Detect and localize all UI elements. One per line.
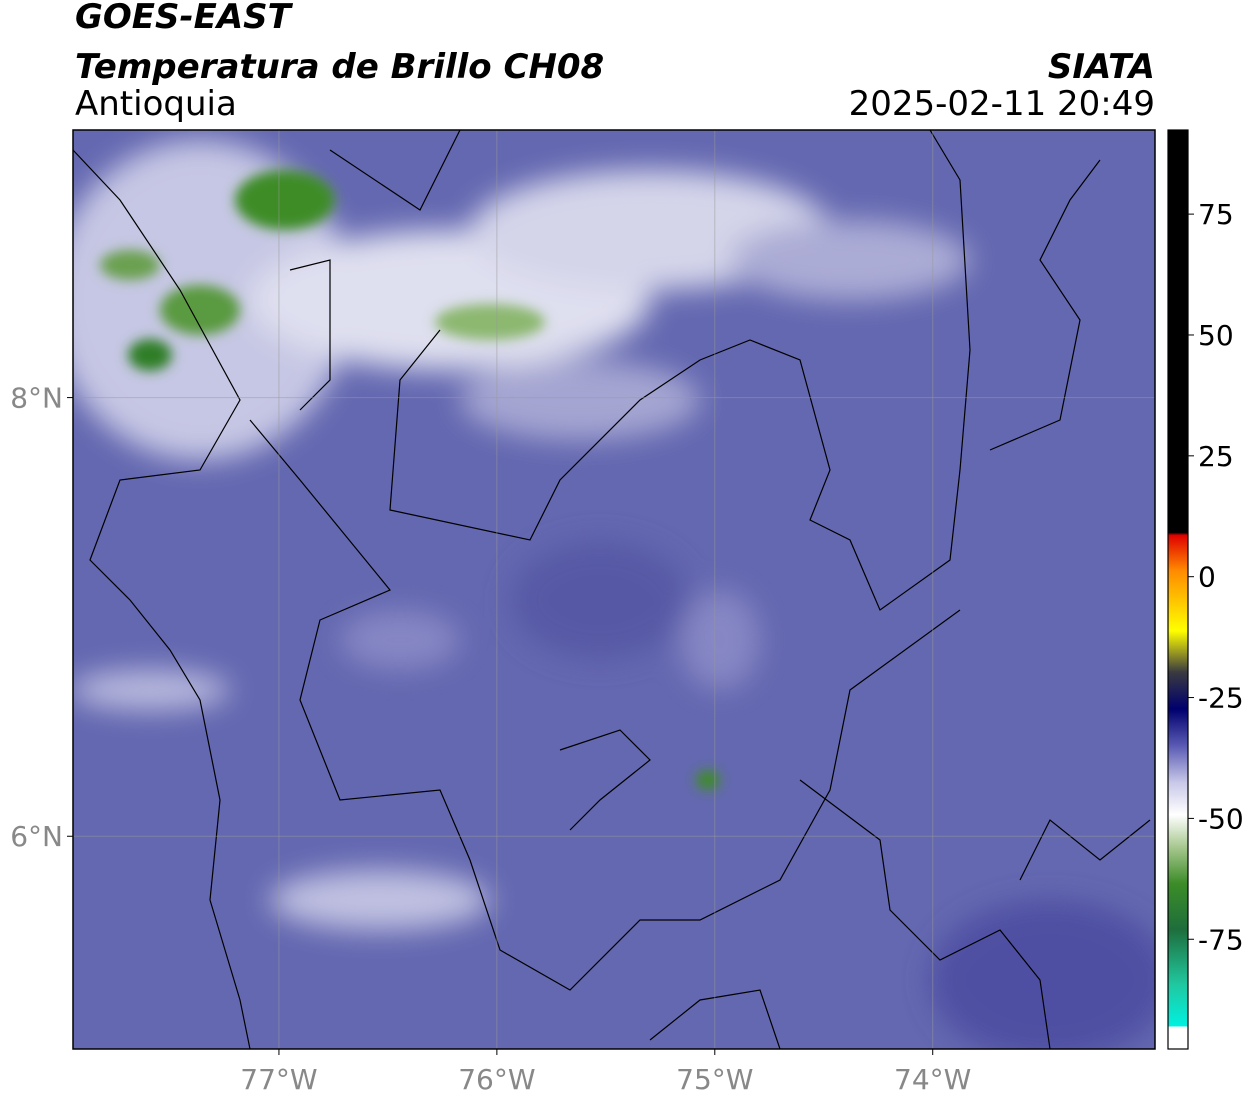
x-tick-label: 76°W [458, 1063, 535, 1096]
colorbar-tick-label: 25 [1198, 440, 1234, 473]
map-frame [72, 129, 1156, 1050]
x-tick-label: 74°W [894, 1063, 971, 1096]
colorbar-tick-label: -50 [1198, 802, 1244, 835]
grid [73, 130, 1155, 1049]
x-tick-label: 77°W [240, 1063, 317, 1096]
map-image [73, 130, 1155, 1049]
colorbar-tick-label: 0 [1198, 561, 1216, 594]
colorbar-tick-label: -75 [1198, 923, 1244, 956]
colorbar-tick-label: 75 [1198, 198, 1234, 231]
colorbar-tick-label: -25 [1198, 682, 1244, 715]
subtitle: Temperatura de Brillo CH08 [75, 47, 604, 87]
colorbar-tick-label: 50 [1198, 319, 1234, 352]
datetime: 2025-02-11 20:49 [849, 84, 1155, 124]
source: SIATA [1048, 47, 1155, 87]
title: GOES-EAST [75, 0, 294, 37]
y-tick-label: 6°N [10, 820, 63, 853]
y-tick-label: 8°N [10, 382, 63, 415]
region: Antioquia [75, 84, 237, 124]
colorbar [1167, 129, 1189, 1050]
x-tick-label: 75°W [676, 1063, 753, 1096]
